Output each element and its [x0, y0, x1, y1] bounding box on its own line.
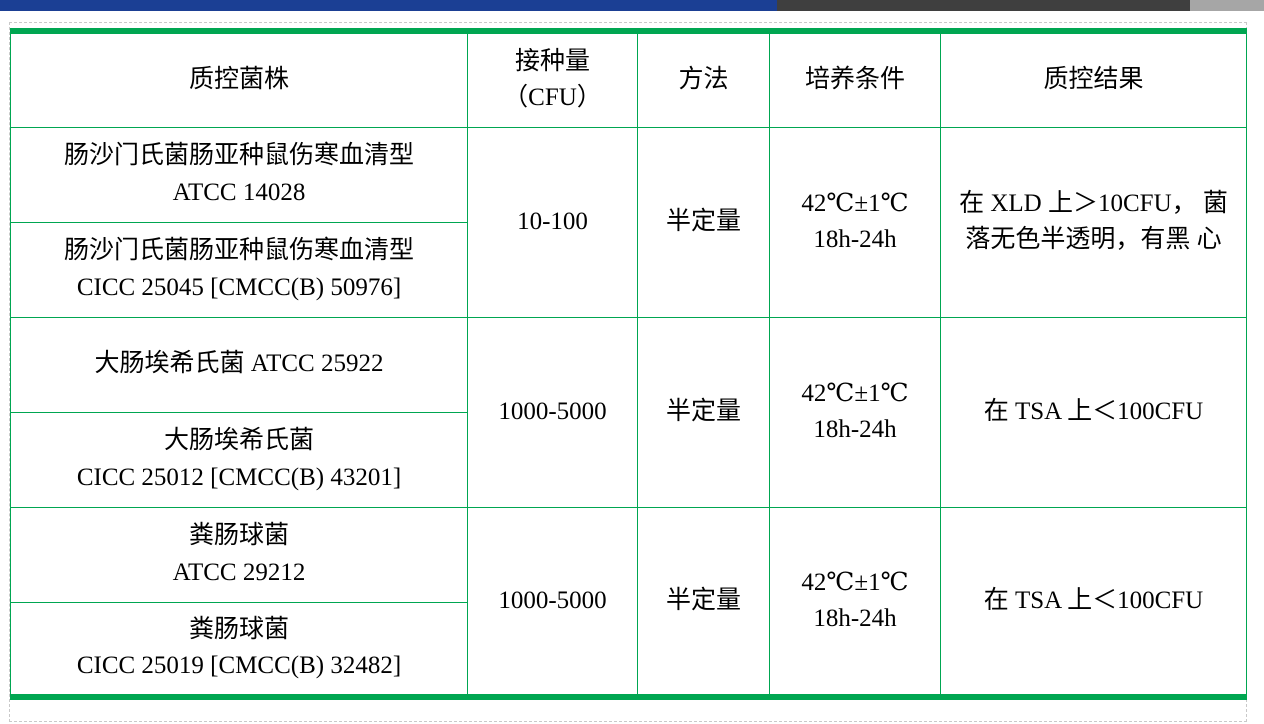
header-inoculum: 接种量 （CFU） — [467, 30, 638, 128]
light-segment — [1190, 0, 1264, 11]
result-cell: 在 TSA 上＜100CFU — [940, 316, 1247, 508]
table-row: 大肠埃希氏菌 ATCC 25922 1000-5000 半定量 42℃±1℃ 1… — [10, 316, 1247, 508]
strain-cell: 粪肠球菌 CICC 25019 [CMCC(B) 32482] — [10, 601, 468, 698]
header-inoculum-line2: （CFU） — [503, 84, 602, 112]
strain-cell: 大肠埃希氏菌 CICC 25012 [CMCC(B) 43201] — [10, 411, 468, 508]
result-line-1: 在 TSA 上＜100CFU — [983, 397, 1204, 425]
strain-line-1: 粪肠球菌 — [188, 616, 289, 643]
strain-cell: 肠沙门氏菌肠亚种鼠伤寒血清型 CICC 25045 [CMCC(B) 50976… — [10, 221, 468, 318]
result-line-1: 在 XLD 上＞10CFU， — [959, 189, 1197, 217]
strain-cell: 粪肠球菌 ATCC 29212 — [10, 506, 468, 603]
strain-line-2: CICC 25019 [CMCC(B) 32482] — [76, 652, 402, 680]
strain-line-1: 粪肠球菌 — [188, 522, 289, 550]
strain-line-2: CICC 25045 [CMCC(B) 50976] — [76, 273, 402, 301]
strain-line-1: 大肠埃希氏菌 — [163, 427, 314, 455]
header-inoculum-line1: 接种量 — [514, 48, 590, 75]
result-line-1: 在 TSA 上＜100CFU — [983, 586, 1204, 614]
method-cell: 半定量 — [637, 126, 770, 318]
page-frame — [9, 22, 1247, 722]
condition-cell: 42℃±1℃ 18h-24h — [769, 506, 941, 698]
table-row: 肠沙门氏菌肠亚种鼠伤寒血清型 ATCC 14028 10-100 半定量 42℃… — [10, 126, 1247, 318]
table-row: 粪肠球菌 CICC 25019 [CMCC(B) 32482] — [10, 601, 1247, 698]
strain-line-1: 肠沙门氏菌肠亚种鼠伤寒血清型 — [63, 142, 414, 170]
header-method: 方法 — [637, 30, 770, 128]
result-line-2: 菌落无色半透明，有黑 — [965, 189, 1228, 253]
condition-line-1: 42℃±1℃ — [801, 568, 909, 596]
table-row: 大肠埃希氏菌 CICC 25012 [CMCC(B) 43201] — [10, 411, 1247, 508]
header-result: 质控结果 — [940, 30, 1247, 128]
blue-segment — [0, 0, 777, 11]
result-cell: 在 TSA 上＜100CFU — [940, 506, 1247, 698]
strain-line-1: 大肠埃希氏菌 ATCC 25922 — [94, 350, 384, 378]
condition-line-2: 18h-24h — [813, 226, 897, 253]
condition-line-2: 18h-24h — [813, 604, 897, 632]
result-cell: 在 XLD 上＞10CFU， 菌落无色半透明，有黑 心 — [940, 126, 1247, 318]
inoculum-cell: 1000-5000 — [467, 316, 638, 508]
inoculum-cell: 1000-5000 — [467, 506, 638, 698]
table-header-row: 质控菌株 接种量 （CFU） 方法 培养条件 质控结果 — [10, 30, 1247, 128]
strain-line-1: 肠沙门氏菌肠亚种鼠伤寒血清型 — [63, 237, 414, 265]
table-row: 肠沙门氏菌肠亚种鼠伤寒血清型 CICC 25045 [CMCC(B) 50976… — [10, 221, 1247, 318]
strain-line-2: CICC 25012 [CMCC(B) 43201] — [76, 463, 402, 491]
condition-line-1: 42℃±1℃ — [801, 379, 909, 407]
table-row: 粪肠球菌 ATCC 29212 1000-5000 半定量 42℃±1℃ 18h… — [10, 506, 1247, 698]
condition-cell: 42℃±1℃ 18h-24h — [769, 126, 941, 318]
header-strain: 质控菌株 — [10, 30, 468, 128]
condition-line-1: 42℃±1℃ — [801, 189, 909, 217]
strain-cell: 肠沙门氏菌肠亚种鼠伤寒血清型 ATCC 14028 — [10, 126, 468, 223]
method-cell: 半定量 — [637, 506, 770, 698]
strain-line-2: ATCC 14028 — [172, 178, 306, 206]
header-condition: 培养条件 — [769, 30, 941, 128]
top-decor-bar — [0, 0, 1264, 11]
strain-line-2: ATCC 29212 — [172, 558, 306, 586]
condition-line-2: 18h-24h — [813, 416, 897, 443]
strain-cell: 大肠埃希氏菌 ATCC 25922 — [10, 316, 468, 413]
condition-cell: 42℃±1℃ 18h-24h — [769, 316, 941, 508]
quality-control-table: 质控菌株 接种量 （CFU） 方法 培养条件 质控结果 肠沙门氏菌肠亚种鼠伤寒血… — [10, 28, 1247, 700]
dark-segment — [777, 0, 1190, 11]
result-line-3: 心 — [1196, 226, 1222, 253]
method-cell: 半定量 — [637, 316, 770, 508]
inoculum-cell: 10-100 — [467, 126, 638, 318]
